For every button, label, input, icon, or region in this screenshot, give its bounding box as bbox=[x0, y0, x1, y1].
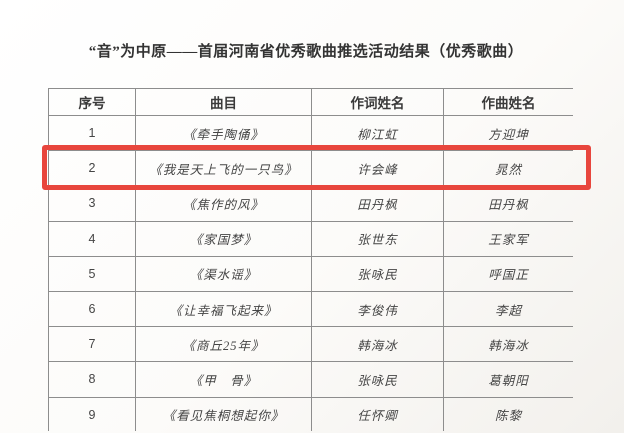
cell-lyricist: 田丹枫 bbox=[311, 185, 444, 222]
cell-serial-number: 8 bbox=[48, 361, 136, 398]
header-lyricist-name: 作词姓名 bbox=[311, 88, 444, 116]
cell-serial-number: 2 bbox=[48, 150, 136, 187]
cell-song-title: 《商丘25年》 bbox=[135, 326, 312, 363]
cell-serial-number: 4 bbox=[48, 220, 136, 257]
table-row: 1 《牵手陶俑》 柳江虹 方迎坤 bbox=[48, 114, 573, 152]
cell-lyricist: 张世东 bbox=[311, 220, 444, 257]
cell-song-title: 《渠水谣》 bbox=[135, 255, 312, 292]
cell-song-title: 《牵手陶俑》 bbox=[135, 114, 312, 152]
cell-lyricist: 任怀卿 bbox=[311, 396, 444, 431]
table-header-row: 序号 曲目 作词姓名 作曲姓名 bbox=[48, 88, 573, 116]
table-row: 6 《让幸福飞起来》 李俊伟 李超 bbox=[48, 290, 573, 328]
cell-lyricist: 张咏民 bbox=[311, 255, 444, 292]
cell-composer: 方迎坤 bbox=[443, 114, 573, 152]
cell-song-title: 《让幸福飞起来》 bbox=[135, 290, 312, 328]
cell-serial-number: 6 bbox=[48, 290, 136, 328]
cell-lyricist: 韩海冰 bbox=[311, 326, 444, 363]
header-composer-name: 作曲姓名 bbox=[443, 88, 573, 116]
cell-lyricist: 柳江虹 bbox=[311, 114, 444, 152]
header-song-title: 曲目 bbox=[135, 88, 312, 116]
cell-song-title: 《我是天上飞的一只鸟》 bbox=[135, 150, 312, 187]
cell-composer: 韩海冰 bbox=[443, 326, 573, 363]
cell-lyricist: 李俊伟 bbox=[311, 290, 444, 328]
results-table: 序号 曲目 作词姓名 作曲姓名 1 《牵手陶俑》 柳江虹 方迎坤 2 《我是天上… bbox=[48, 88, 573, 431]
table-row: 5 《渠水谣》 张咏民 呼国正 bbox=[48, 255, 573, 292]
cell-song-title: 《家国梦》 bbox=[135, 220, 312, 257]
cell-serial-number: 7 bbox=[48, 326, 136, 363]
cell-composer: 呼国正 bbox=[443, 255, 573, 292]
cell-composer: 葛朝阳 bbox=[443, 361, 573, 398]
cell-composer: 李超 bbox=[443, 290, 573, 328]
results-table-wrap: 序号 曲目 作词姓名 作曲姓名 1 《牵手陶俑》 柳江虹 方迎坤 2 《我是天上… bbox=[48, 88, 573, 431]
cell-serial-number: 1 bbox=[48, 114, 136, 152]
cell-serial-number: 9 bbox=[48, 396, 136, 431]
cell-composer: 晁然 bbox=[443, 150, 573, 187]
cell-song-title: 《焦作的风》 bbox=[135, 185, 312, 222]
table-row: 9 《看见焦桐想起你》 任怀卿 陈黎 bbox=[48, 396, 573, 431]
cell-composer: 田丹枫 bbox=[443, 185, 573, 222]
document-title: “音”为中原——首届河南省优秀歌曲推选活动结果（优秀歌曲） bbox=[88, 44, 524, 60]
cell-song-title: 《看见焦桐想起你》 bbox=[135, 396, 312, 431]
cell-lyricist: 张咏民 bbox=[311, 361, 444, 398]
cell-serial-number: 3 bbox=[48, 185, 136, 222]
table-row: 8 《甲 骨》 张咏民 葛朝阳 bbox=[48, 361, 573, 398]
cell-composer: 王家军 bbox=[443, 220, 573, 257]
cell-composer: 陈黎 bbox=[443, 396, 573, 431]
cell-lyricist: 许会峰 bbox=[311, 150, 444, 187]
table-row: 2 《我是天上飞的一只鸟》 许会峰 晁然 bbox=[48, 150, 573, 187]
header-serial-number: 序号 bbox=[48, 88, 136, 116]
table-row: 3 《焦作的风》 田丹枫 田丹枫 bbox=[48, 185, 573, 222]
table-row: 4 《家国梦》 张世东 王家军 bbox=[48, 220, 573, 257]
table-body: 1 《牵手陶俑》 柳江虹 方迎坤 2 《我是天上飞的一只鸟》 许会峰 晁然 3 … bbox=[48, 114, 573, 431]
table-row: 7 《商丘25年》 韩海冰 韩海冰 bbox=[48, 326, 573, 363]
cell-song-title: 《甲 骨》 bbox=[135, 361, 312, 398]
cell-serial-number: 5 bbox=[48, 255, 136, 292]
